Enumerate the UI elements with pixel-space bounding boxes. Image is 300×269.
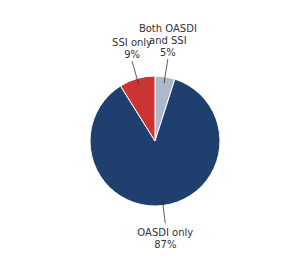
html-text:5%: 5%	[159, 47, 176, 58]
svg-text:OASDI only87%: OASDI only87%	[137, 227, 193, 250]
svg-text:SSI only9%: SSI only9%	[112, 37, 152, 60]
html-text:and SSI: and SSI	[149, 35, 187, 46]
html-text:Both OASDI: Both OASDI	[138, 23, 197, 34]
